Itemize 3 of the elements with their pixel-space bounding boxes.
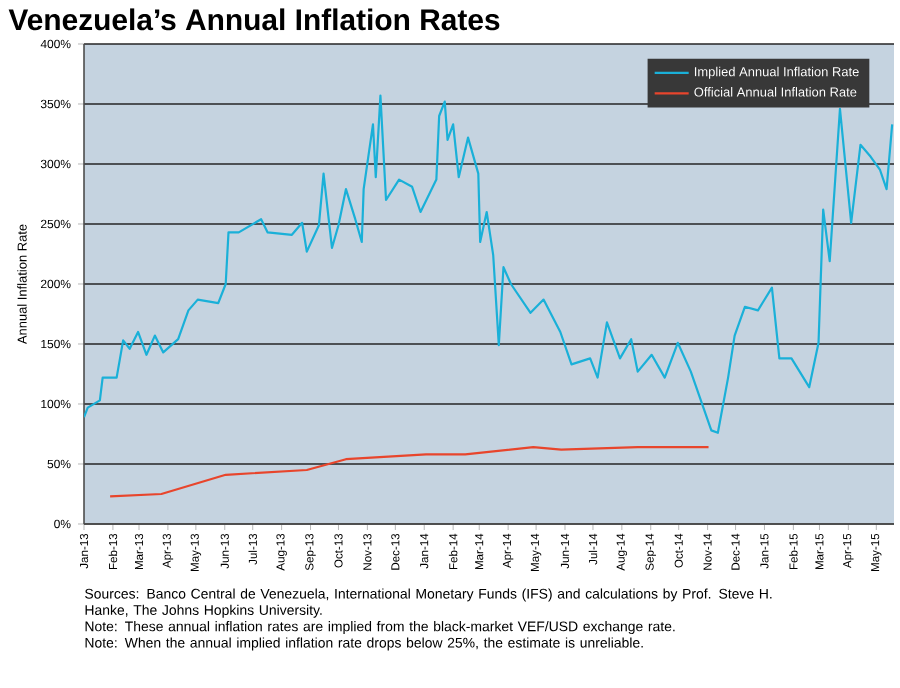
chart-title: Venezuela’s Annual Inflation Rates xyxy=(8,8,500,31)
line-series xyxy=(84,94,894,434)
line-series xyxy=(109,446,710,498)
